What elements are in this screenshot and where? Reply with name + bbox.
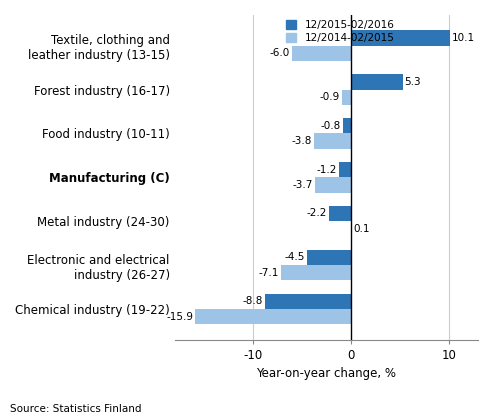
- Bar: [342, 89, 351, 105]
- Bar: [315, 177, 351, 193]
- Text: -1.2: -1.2: [317, 165, 337, 175]
- Bar: [265, 294, 351, 309]
- Bar: [351, 30, 450, 46]
- Text: Source: Statistics Finland: Source: Statistics Finland: [10, 404, 141, 414]
- Text: -0.9: -0.9: [320, 92, 340, 102]
- Bar: [351, 74, 403, 89]
- Text: -0.8: -0.8: [321, 121, 341, 131]
- Text: 10.1: 10.1: [452, 33, 475, 43]
- Text: -15.9: -15.9: [166, 312, 193, 322]
- Bar: [195, 309, 351, 324]
- Bar: [282, 265, 351, 280]
- Text: -2.2: -2.2: [307, 208, 327, 218]
- Text: -3.7: -3.7: [292, 180, 313, 190]
- Bar: [351, 221, 352, 237]
- Text: -3.8: -3.8: [291, 136, 312, 146]
- Text: 5.3: 5.3: [405, 77, 421, 87]
- Text: -7.1: -7.1: [259, 268, 280, 278]
- Text: -4.5: -4.5: [284, 253, 305, 262]
- Bar: [339, 162, 351, 177]
- Text: -8.8: -8.8: [243, 296, 263, 306]
- X-axis label: Year-on-year change, %: Year-on-year change, %: [256, 367, 396, 380]
- Text: 0.1: 0.1: [353, 224, 370, 234]
- Bar: [292, 46, 351, 61]
- Bar: [329, 206, 351, 221]
- Text: -6.0: -6.0: [270, 48, 290, 58]
- Bar: [307, 250, 351, 265]
- Legend: 12/2015-02/2016, 12/2014-02/2015: 12/2015-02/2016, 12/2014-02/2015: [286, 20, 394, 43]
- Bar: [343, 118, 351, 134]
- Bar: [314, 134, 351, 149]
